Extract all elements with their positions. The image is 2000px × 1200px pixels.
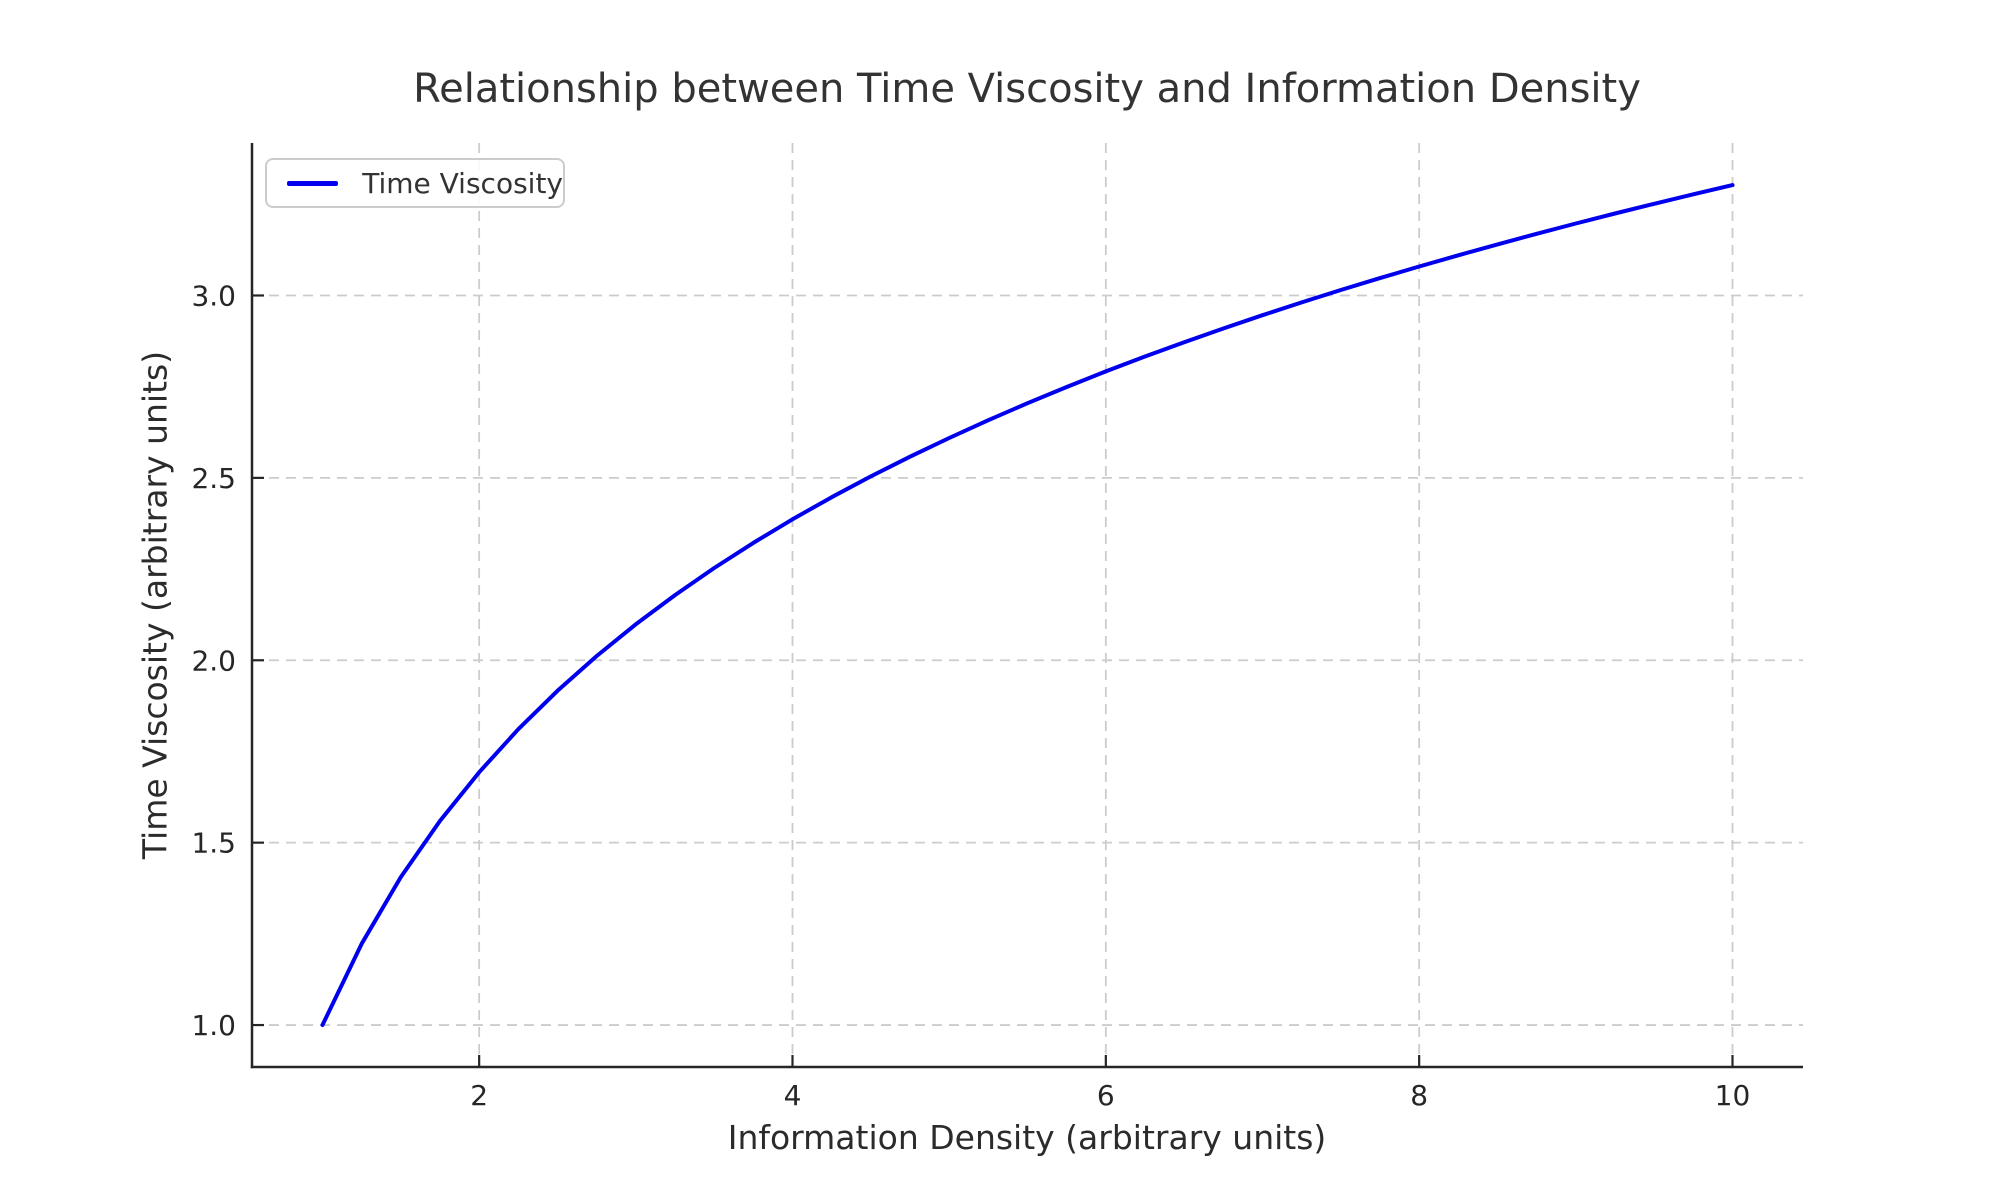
y-tick-label: 2.0	[191, 644, 236, 677]
x-tick-label: 6	[1097, 1079, 1115, 1112]
legend-label: Time Viscosity	[362, 166, 563, 200]
y-tick-label: 2.5	[191, 462, 236, 495]
x-axis-label: Information Density (arbitrary units)	[727, 1118, 1327, 1157]
x-tick-label: 8	[1410, 1079, 1428, 1112]
series-curve	[320, 183, 1735, 1027]
legend-box: Time Viscosity	[265, 158, 565, 208]
x-tick-label: 4	[784, 1079, 802, 1112]
x-tick-label: 10	[1715, 1079, 1751, 1112]
legend-line-sample	[287, 180, 339, 186]
y-tick-label: 1.5	[191, 827, 236, 860]
y-tick-label: 3.0	[191, 279, 236, 312]
chart-title: Relationship between Time Viscosity and …	[413, 66, 1641, 112]
x-tick-label: 2	[470, 1079, 488, 1112]
y-axis-label: Time Viscosity (arbitrary units)	[135, 350, 175, 860]
y-tick-label: 1.0	[191, 1009, 236, 1042]
